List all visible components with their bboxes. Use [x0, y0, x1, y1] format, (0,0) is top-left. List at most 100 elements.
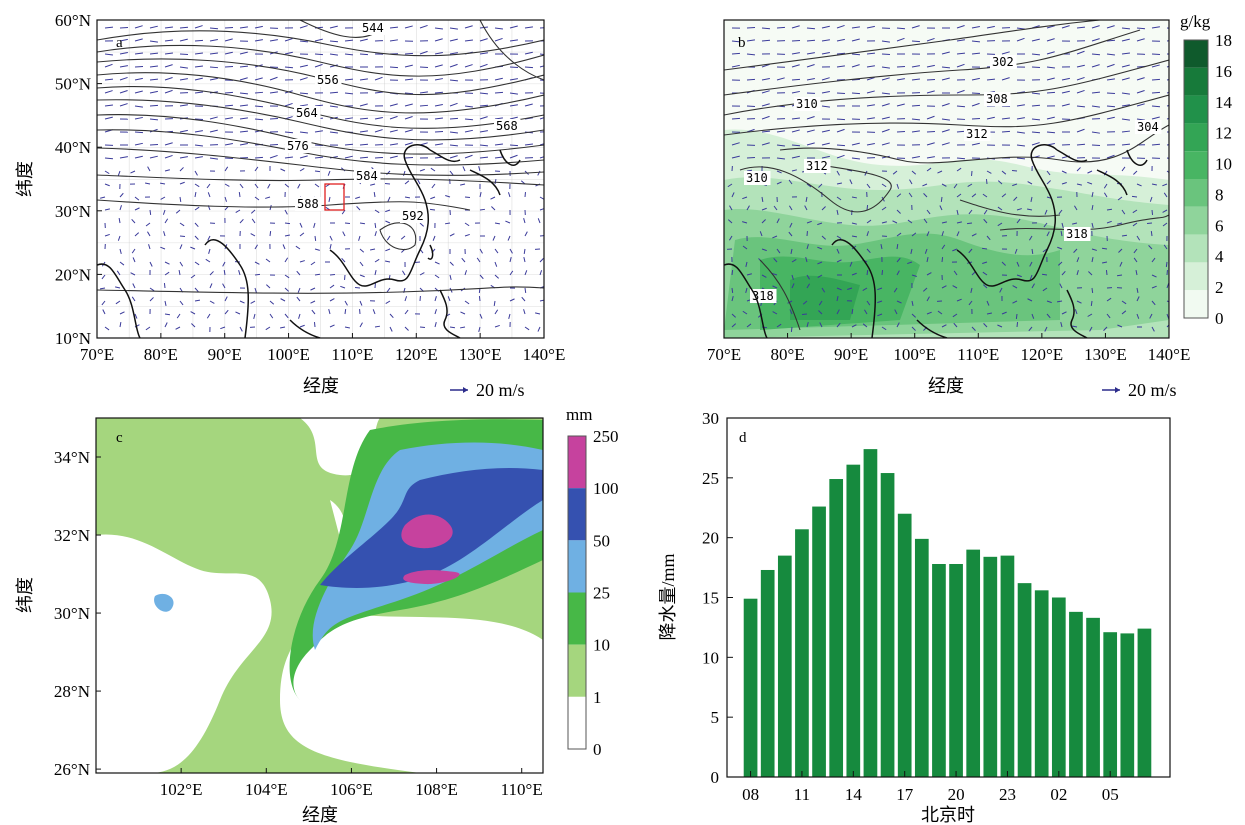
wind-vector: [1121, 130, 1131, 133]
y-tick-label: 5: [711, 708, 720, 727]
wind-vector: [432, 235, 436, 241]
wind-vector: [205, 258, 211, 263]
wind-vector: [239, 183, 244, 189]
wind-vector: [134, 142, 143, 146]
wind-vector: [791, 52, 800, 55]
wind-vector: [881, 142, 890, 146]
wind-vector: [806, 183, 812, 188]
bar: [760, 569, 775, 777]
wind-vector: [806, 283, 810, 289]
wind-vector: [524, 51, 533, 55]
wind-vector: [539, 270, 543, 276]
wind-vector: [164, 64, 173, 68]
bar: [932, 563, 946, 777]
wind-vector: [494, 117, 503, 120]
wind-vector: [104, 170, 110, 175]
wind-vector: [163, 282, 166, 289]
wind-vector: [1001, 193, 1007, 198]
wind-vector: [284, 234, 290, 237]
wind-vector: [494, 37, 503, 42]
wind-vector: [1151, 300, 1156, 306]
wind-vector: [1136, 90, 1145, 94]
wind-vector: [282, 244, 286, 250]
wind-vector: [836, 296, 839, 302]
wind-vector: [284, 51, 293, 55]
wind-vector: [819, 322, 823, 328]
wind-vector: [284, 66, 294, 69]
wind-vector: [817, 246, 823, 250]
wind-vector: [389, 39, 398, 42]
wind-vector: [507, 192, 511, 198]
wind-vector: [1057, 246, 1063, 250]
wind-vector: [1043, 222, 1048, 228]
wind-vector: [130, 170, 136, 174]
wind-vector: [866, 269, 869, 276]
panel-d-bars: [743, 449, 1152, 777]
wind-vector: [791, 64, 800, 68]
x-tick-label: 08: [742, 785, 759, 804]
wind-vector: [1031, 118, 1041, 121]
wind-vector: [434, 103, 443, 107]
y-tick-label: 32°N: [54, 526, 90, 545]
wind-vector: [896, 322, 900, 328]
panel-a: 544 556 564 576 568 584 588 592 70°E 80°E 90°E 100…: [55, 11, 565, 364]
wind-vector: [836, 322, 841, 328]
wind-vector: [175, 326, 181, 330]
wind-vector: [508, 313, 511, 319]
wind-vector: [836, 38, 845, 42]
wind-vector: [1061, 270, 1066, 276]
wind-vector: [746, 39, 755, 42]
wind-vector: [130, 272, 136, 276]
wind-vector: [179, 181, 185, 185]
wind-vector: [404, 92, 414, 95]
wind-vector: [1116, 274, 1123, 277]
wind-vector: [847, 287, 853, 290]
wind-vector: [494, 261, 498, 267]
wind-vector: [1132, 222, 1138, 227]
wind-vector: [239, 77, 248, 81]
x-tick-label: 90°E: [834, 345, 868, 364]
bar: [1017, 583, 1032, 777]
wind-vector: [896, 243, 899, 250]
wind-vector: [269, 39, 278, 42]
wind-vector: [881, 221, 887, 224]
wind-vector: [104, 26, 114, 29]
wind-vector: [449, 63, 458, 68]
wind-vector: [1031, 92, 1040, 95]
wind-vector: [971, 92, 981, 95]
wind-vector: [1076, 300, 1082, 304]
wind-vector: [836, 52, 846, 55]
wind-vector: [479, 248, 483, 254]
wind-vector: [419, 168, 425, 172]
wind-vector: [937, 170, 943, 174]
wind-vector: [509, 154, 518, 159]
wind-vector: [434, 38, 443, 42]
wind-vector: [1031, 248, 1034, 255]
wind-vector: [134, 196, 140, 201]
wind-vector: [179, 300, 184, 306]
wind-vector: [222, 261, 226, 267]
wind-vector: [284, 313, 289, 319]
bar: [1103, 632, 1118, 777]
wind-vector: [1151, 326, 1155, 332]
wind-vector: [1133, 170, 1138, 175]
wind-vector: [772, 285, 778, 289]
wind-vector: [1166, 300, 1169, 303]
wind-vector: [523, 257, 526, 263]
wind-vector: [1059, 283, 1063, 289]
contour-label-bg: [315, 73, 342, 87]
wind-vector: [253, 313, 256, 319]
wind-vector: [836, 118, 846, 121]
wind-vector: [194, 118, 204, 121]
wind-vector: [359, 322, 363, 328]
wind-vector: [1012, 300, 1018, 304]
wind-vector: [299, 260, 305, 263]
wind-vector: [956, 89, 965, 94]
wind-vector: [836, 259, 842, 263]
wind-vector: [385, 300, 391, 305]
wind-vector: [478, 326, 481, 332]
wind-vector: [164, 52, 173, 55]
wind-vector: [877, 287, 883, 291]
wind-vector: [1151, 91, 1161, 94]
wind-vector: [1089, 326, 1093, 332]
